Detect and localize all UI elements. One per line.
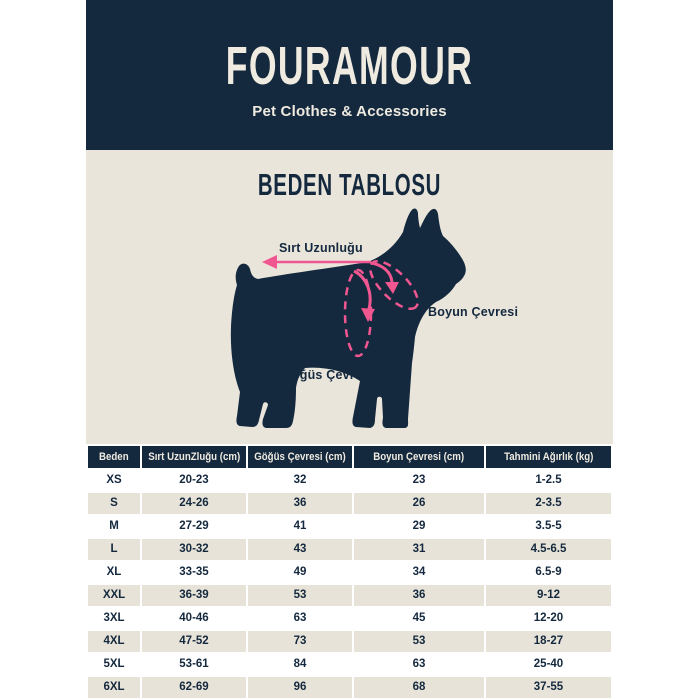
value-cell: 84 <box>248 654 352 675</box>
value-cell: 63 <box>354 654 484 675</box>
value-cell: 53 <box>354 631 484 652</box>
value-cell: 20-23 <box>142 470 246 491</box>
value-cell: 40-46 <box>142 608 246 629</box>
value-cell: 12-20 <box>486 608 611 629</box>
neck-girth-arrow <box>370 261 399 294</box>
value-cell: 24-26 <box>142 493 246 514</box>
dog-silhouette-icon <box>230 208 466 428</box>
arrowhead-down-icon <box>361 308 375 322</box>
table-row: 6XL 62-69 96 68 37-55 <box>88 677 611 698</box>
brand-name: FOURAMOUR <box>225 35 474 96</box>
value-cell: 29 <box>354 516 484 537</box>
infographic-card: FOURAMOUR Pet Clothes & Accessories BEDE… <box>86 0 613 444</box>
table-row: S 24-26 36 26 2-3.5 <box>88 493 611 514</box>
column-header-label: Beden <box>99 451 129 463</box>
brand-tagline: Pet Clothes & Accessories <box>252 102 447 120</box>
value-cell: 45 <box>354 608 484 629</box>
value-cell: 2-3.5 <box>486 493 611 514</box>
value-cell: 49 <box>248 562 352 583</box>
size-cell: 6XL <box>88 677 140 698</box>
chest-girth-label: Göğüs Çevresi <box>282 368 373 382</box>
value-cell: 25-40 <box>486 654 611 675</box>
column-header: Sırt UzunZluğu (cm) <box>142 446 246 468</box>
value-cell: 73 <box>248 631 352 652</box>
value-cell: 6.5-9 <box>486 562 611 583</box>
column-header-label: Tahmini Ağırlık (kg) <box>503 451 594 463</box>
dog-measurement-diagram <box>230 208 466 428</box>
value-cell: 36-39 <box>142 585 246 606</box>
size-cell: XXL <box>88 585 140 606</box>
value-cell: 30-32 <box>142 539 246 560</box>
value-cell: 43 <box>248 539 352 560</box>
value-cell: 47-52 <box>142 631 246 652</box>
value-cell: 96 <box>248 677 352 698</box>
size-cell: 5XL <box>88 654 140 675</box>
value-cell: 4.5-6.5 <box>486 539 611 560</box>
back-length-label: Sırt Uzunluğu <box>279 241 363 255</box>
brand-banner: FOURAMOUR Pet Clothes & Accessories <box>86 0 613 150</box>
table-row: 5XL 53-61 84 63 25-40 <box>88 654 611 675</box>
column-header: Boyun Çevresi (cm) <box>354 446 484 468</box>
section-title: BEDEN TABLOSU <box>257 167 442 202</box>
column-header: Tahmini Ağırlık (kg) <box>486 446 611 468</box>
size-table: Beden Sırt UzunZluğu (cm) Göğüs Çevresi (c… <box>86 444 613 700</box>
size-cell: XL <box>88 562 140 583</box>
column-header-label: Sırt UzunZluğu (cm) <box>148 451 241 463</box>
arrowhead-neck-icon <box>385 282 399 294</box>
size-cell: L <box>88 539 140 560</box>
value-cell: 36 <box>248 493 352 514</box>
size-table-body: XS 20-23 32 23 1-2.5 S 24-26 36 26 2-3.5 M 27-29 41 2… <box>88 470 611 698</box>
size-cell: M <box>88 516 140 537</box>
column-header: Beden <box>88 446 140 468</box>
value-cell: 36 <box>354 585 484 606</box>
value-cell: 23 <box>354 470 484 491</box>
table-row: 3XL 40-46 63 45 12-20 <box>88 608 611 629</box>
value-cell: 1-2.5 <box>486 470 611 491</box>
table-row: XS 20-23 32 23 1-2.5 <box>88 470 611 491</box>
value-cell: 41 <box>248 516 352 537</box>
table-row: XXL 36-39 53 36 9-12 <box>88 585 611 606</box>
value-cell: 31 <box>354 539 484 560</box>
column-header: Göğüs Çevresi (cm) <box>248 446 352 468</box>
table-row: 4XL 47-52 73 53 18-27 <box>88 631 611 652</box>
value-cell: 3.5-5 <box>486 516 611 537</box>
size-cell: XS <box>88 470 140 491</box>
value-cell: 62-69 <box>142 677 246 698</box>
value-cell: 53 <box>248 585 352 606</box>
value-cell: 18-27 <box>486 631 611 652</box>
value-cell: 32 <box>248 470 352 491</box>
arrowhead-left-icon <box>262 255 277 269</box>
value-cell: 9-12 <box>486 585 611 606</box>
value-cell: 68 <box>354 677 484 698</box>
size-cell: 3XL <box>88 608 140 629</box>
value-cell: 37-55 <box>486 677 611 698</box>
table-row: L 30-32 43 31 4.5-6.5 <box>88 539 611 560</box>
chest-girth-arrow <box>353 269 375 322</box>
value-cell: 63 <box>248 608 352 629</box>
back-length-arrow <box>262 255 371 269</box>
column-header-label: Göğüs Çevresi (cm) <box>254 451 346 463</box>
column-header-label: Boyun Çevresi (cm) <box>373 451 465 463</box>
value-cell: 33-35 <box>142 562 246 583</box>
value-cell: 26 <box>354 493 484 514</box>
diagram-section: BEDEN TABLOSU <box>86 150 613 444</box>
value-cell: 27-29 <box>142 516 246 537</box>
table-row: M 27-29 41 29 3.5-5 <box>88 516 611 537</box>
value-cell: 53-61 <box>142 654 246 675</box>
size-table-header: Beden Sırt UzunZluğu (cm) Göğüs Çevresi (c… <box>88 446 611 468</box>
size-cell: S <box>88 493 140 514</box>
size-cell: 4XL <box>88 631 140 652</box>
header-row: Beden Sırt UzunZluğu (cm) Göğüs Çevresi (c… <box>88 446 611 468</box>
neck-girth-label: Boyun Çevresi <box>428 305 519 319</box>
value-cell: 34 <box>354 562 484 583</box>
table-row: XL 33-35 49 34 6.5-9 <box>88 562 611 583</box>
